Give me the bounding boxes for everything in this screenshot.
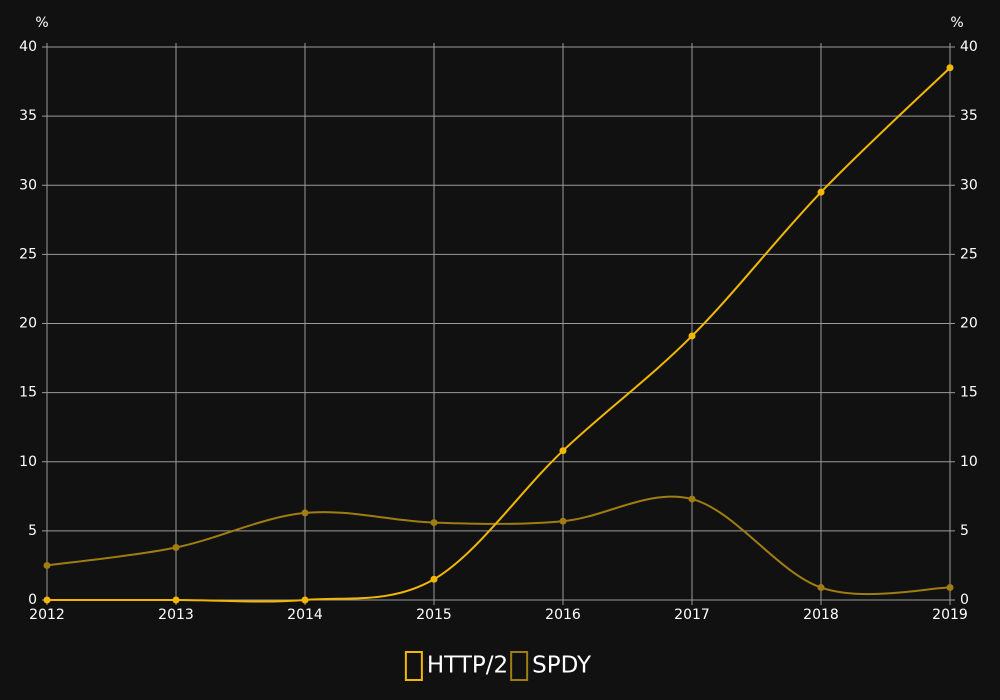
x-tick-label: 2018 — [803, 607, 839, 623]
data-point — [301, 596, 309, 604]
x-tick-label: 2015 — [416, 607, 452, 623]
y-tick-label: 10 — [19, 454, 37, 470]
y2-tick-label: 30 — [960, 177, 978, 193]
data-point — [43, 596, 51, 604]
data-point — [301, 509, 309, 517]
data-point — [430, 575, 438, 583]
legend-label: SPDY — [532, 653, 592, 679]
y-tick-label: 0 — [28, 592, 37, 608]
data-point — [688, 332, 696, 340]
legend-swatch — [404, 651, 423, 681]
y2-tick-label: 10 — [960, 454, 978, 470]
y2-tick-label: 25 — [960, 246, 978, 262]
y2-tick-label: 20 — [960, 316, 978, 332]
data-point — [43, 561, 51, 569]
y-tick-label: 20 — [19, 316, 37, 332]
series-line — [46, 67, 951, 603]
y-tick-label: 25 — [19, 246, 37, 262]
y-tick-label: 40 — [19, 39, 37, 55]
data-point — [817, 584, 825, 592]
y-tick-label: 35 — [19, 108, 37, 124]
x-tick-label: 2012 — [29, 607, 65, 623]
x-tick-label: 2019 — [932, 607, 968, 623]
x-tick-label: 2016 — [545, 607, 581, 623]
series-line — [46, 495, 951, 596]
y2-tick-label: 15 — [960, 385, 978, 401]
data-point — [172, 543, 180, 551]
y-tick-label: 5 — [28, 523, 37, 539]
data-point — [946, 64, 954, 72]
x-tick-label: 2013 — [158, 607, 194, 623]
y2-tick-label: 0 — [960, 592, 969, 608]
legend-swatch — [510, 651, 529, 681]
y2-tick-label: 5 — [960, 523, 969, 539]
data-point — [559, 517, 567, 525]
data-point — [946, 584, 954, 592]
data-point — [172, 596, 180, 604]
data-point — [817, 188, 825, 196]
data-point — [559, 447, 567, 455]
y-tick-label: 15 — [19, 385, 37, 401]
y2-tick-label: 35 — [960, 108, 978, 124]
y-tick-label: 30 — [19, 177, 37, 193]
x-tick-label: 2014 — [287, 607, 323, 623]
legend-label: HTTP/2 — [427, 653, 508, 679]
y2-tick-label: 40 — [960, 39, 978, 55]
data-point — [430, 519, 438, 527]
data-point — [688, 495, 696, 503]
y-unit: % — [35, 15, 48, 31]
x-tick-label: 2017 — [674, 607, 710, 623]
y2-unit: % — [950, 15, 963, 31]
